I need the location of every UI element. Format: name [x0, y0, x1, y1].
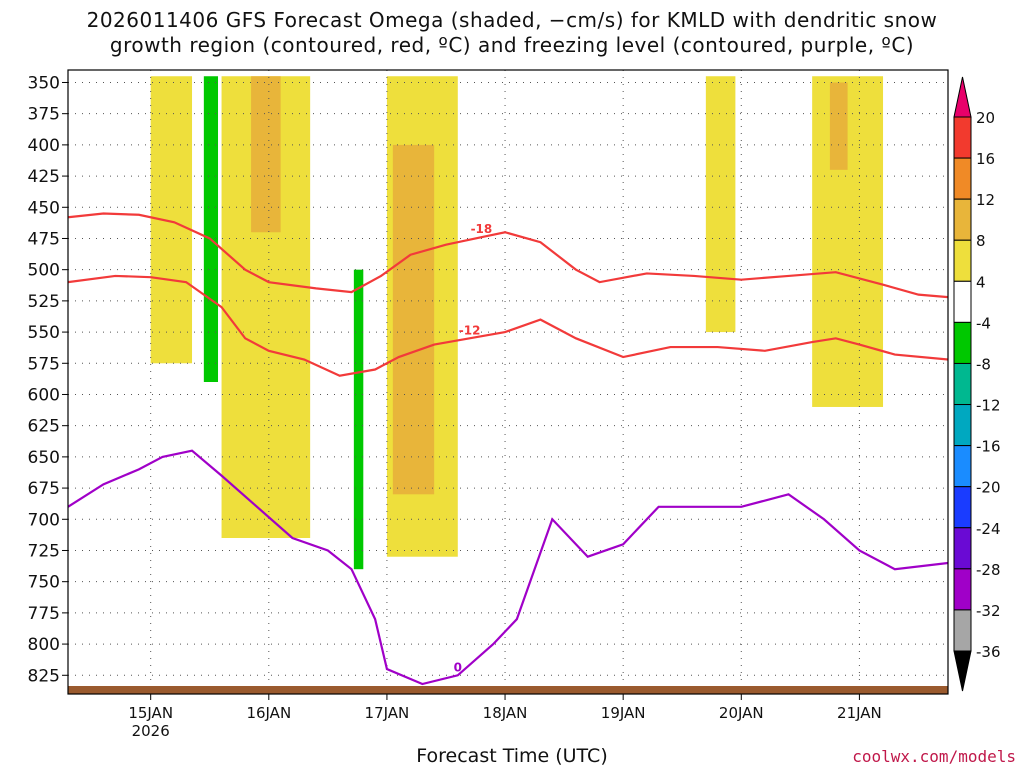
y-tick-label-725: 725: [28, 541, 60, 561]
omega-green-16jan: [203, 76, 219, 383]
colorbar: 20 16 12 8 4 -4 -8 -12 -16 -20 -24 -28 -32 -36: [953, 76, 1001, 692]
colorbar-segment--4: [953, 321, 972, 364]
omega-orange-16jan: [251, 76, 281, 233]
y-tick-label-550: 550: [28, 323, 60, 343]
y-tick-label-400: 400: [28, 136, 60, 156]
colorbar-segment--16: [953, 445, 972, 488]
x-tick-label-19JAN: 19JAN: [601, 704, 646, 722]
x-tick-label-16JAN: 16JAN: [246, 704, 291, 722]
contours: -18 -12 0: [68, 212, 948, 686]
dgz-minus12-label: -12: [459, 323, 481, 337]
colorbar-segment--32: [953, 609, 972, 652]
colorbar-segment-8: [953, 239, 972, 282]
dgz-minus18: [68, 212, 948, 299]
colorbar-segment--20: [953, 486, 972, 529]
y-axis: 350 375 400 425 450 475 500 525 550 575 600 625 650 6…: [28, 73, 68, 686]
y-tick-label-450: 450: [28, 198, 60, 218]
colorbar-label-12: 12: [976, 191, 995, 209]
colorbar-segment-16: [953, 157, 972, 200]
omega-yellow-15jan: [150, 76, 193, 364]
colorbar-label-16: 16: [976, 150, 995, 168]
x-axis-title: Forecast Time (UTC): [416, 745, 608, 767]
chart-title-line2: growth region (contoured, red, ºC) and f…: [109, 33, 915, 57]
x-axis: 15JAN 16JAN 17JAN 18JAN 19JAN 20JAN 21JAN 2026: [128, 694, 882, 740]
dgz-minus18-label: -18: [471, 222, 493, 236]
omega-orange-21jan: [829, 82, 848, 170]
colorbar-segment--8: [953, 362, 972, 406]
x-tick-label-15JAN: 15JAN: [128, 704, 173, 722]
omega-orange-17jan: [392, 144, 435, 495]
freezing-level-0-label: 0: [454, 660, 462, 674]
colorbar-label-8: 8: [976, 232, 986, 250]
omega-shading: [150, 76, 884, 570]
x-year-label: 2026: [132, 722, 170, 740]
plot-frame: [67, 69, 949, 695]
colorbar-segment--24: [953, 527, 972, 570]
credit-link[interactable]: coolwx.com/models: [852, 747, 1016, 766]
chart-title-line1: 2026011406 GFS Forecast Omega (shaded, −…: [86, 8, 938, 32]
colorbar-segment--28: [953, 568, 972, 611]
omega-yellow-20jan: [705, 76, 736, 333]
colorbar-label--24: -24: [976, 520, 1001, 538]
colorbar-label-4: 4: [976, 273, 986, 291]
colorbar-segment-12: [953, 198, 972, 241]
y-tick-label-425: 425: [28, 167, 60, 187]
colorbar-label--20: -20: [976, 479, 1001, 497]
y-tick-label-350: 350: [28, 73, 60, 93]
colorbar-segment-20: [953, 116, 972, 159]
colorbar-label-20: 20: [976, 109, 995, 127]
y-tick-label-625: 625: [28, 417, 60, 437]
y-tick-label-700: 700: [28, 510, 60, 530]
colorbar-label--16: -16: [976, 438, 1001, 456]
y-tick-label-600: 600: [28, 385, 60, 405]
colorbar-segment--12: [953, 404, 972, 447]
y-tick-label-775: 775: [28, 604, 60, 624]
x-tick-label-20JAN: 20JAN: [719, 704, 764, 722]
y-tick-label-650: 650: [28, 448, 60, 468]
colorbar-label--8: -8: [976, 355, 991, 373]
ground-surface: [68, 686, 948, 694]
y-tick-label-800: 800: [28, 635, 60, 655]
y-tick-label-675: 675: [28, 479, 60, 499]
freezing-level-0: [68, 449, 948, 686]
y-tick-label-525: 525: [28, 292, 60, 312]
dgz-minus12: [68, 274, 948, 377]
y-tick-label-825: 825: [28, 666, 60, 686]
colorbar-label--4: -4: [976, 314, 991, 332]
colorbar-bottom-arrow: [953, 650, 972, 692]
y-tick-label-375: 375: [28, 105, 60, 125]
colorbar-segment-4: [953, 280, 972, 323]
x-tick-label-17JAN: 17JAN: [365, 704, 410, 722]
y-tick-label-575: 575: [28, 354, 60, 374]
colorbar-label--28: -28: [976, 561, 1001, 579]
colorbar-label--36: -36: [976, 643, 1001, 661]
y-tick-label-500: 500: [28, 261, 60, 281]
x-tick-label-18JAN: 18JAN: [483, 704, 528, 722]
x-tick-label-21JAN: 21JAN: [837, 704, 882, 722]
colorbar-label--32: -32: [976, 602, 1001, 620]
y-tick-label-750: 750: [28, 573, 60, 593]
colorbar-label--12: -12: [976, 397, 1001, 415]
colorbar-top-arrow: [953, 76, 972, 118]
omega-green-17jan: [353, 269, 364, 570]
y-tick-label-475: 475: [28, 229, 60, 249]
